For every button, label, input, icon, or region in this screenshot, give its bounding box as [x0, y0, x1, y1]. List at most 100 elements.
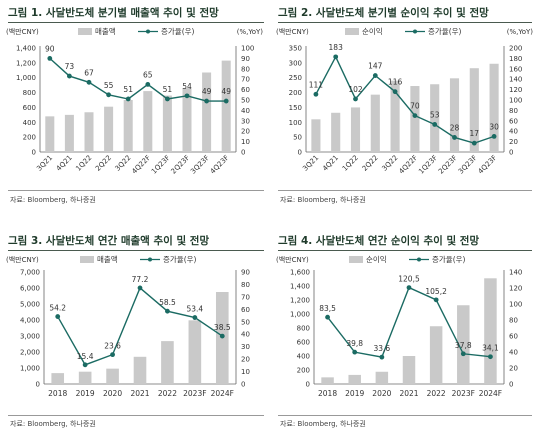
bar [221, 60, 231, 152]
right-tick-label: 140 [509, 269, 522, 277]
left-tick-label: 2,000 [20, 349, 40, 357]
left-tick-label: 200 [23, 134, 36, 142]
x-tick-label: 3Q23F [457, 154, 479, 176]
data-label: 183 [329, 43, 344, 52]
right-tick-label: 0 [509, 149, 513, 157]
bar [123, 100, 133, 152]
bar [51, 373, 65, 384]
legend-line-marker [148, 257, 152, 262]
data-label: 83,5 [319, 304, 336, 313]
legend-bar-label: 매출액 [95, 26, 116, 36]
right-tick-label: 50 [241, 97, 250, 105]
bar [348, 374, 361, 384]
data-label: 28 [450, 123, 460, 132]
legend-bar-label: 매출액 [97, 254, 118, 264]
right-tick-label: 20 [509, 138, 518, 146]
bar [78, 371, 92, 384]
left-tick-label: 350 [289, 45, 302, 53]
legend-bar-swatch [349, 256, 363, 263]
right-tick-label: 20 [241, 128, 250, 136]
source-note: 자료: Bloomberg, 하나증권 [10, 420, 96, 428]
left-tick-label: 1,400 [290, 283, 310, 291]
right-tick-label: 100 [509, 97, 522, 105]
line-point [165, 96, 170, 102]
bar [430, 84, 440, 152]
left-tick-label: 5,000 [20, 301, 40, 309]
right-tick-label: 80 [241, 281, 250, 289]
line-point [379, 354, 385, 360]
bar [410, 86, 420, 152]
left-tick-label: 1,200 [290, 297, 310, 305]
x-tick-label: 2Q22 [361, 154, 380, 173]
bar [133, 356, 147, 384]
data-label: 51 [163, 85, 173, 94]
x-tick-label: 2023F [183, 389, 206, 398]
line-point [488, 354, 493, 360]
legend-bar-swatch [78, 28, 92, 35]
data-label: 70 [410, 102, 420, 111]
left-tick-label: 150 [289, 104, 302, 112]
data-label: 37,8 [455, 341, 472, 350]
right-tick-label: 20 [241, 356, 250, 364]
line-point [412, 113, 418, 118]
legend-bar-label: 순이익 [366, 254, 387, 264]
left-tick-label: 600 [297, 339, 310, 347]
right-tick-label: 200 [509, 45, 522, 53]
left-tick-label: 400 [23, 119, 36, 127]
right-tick-label: 100 [509, 301, 522, 309]
left-tick-label: 0 [32, 149, 36, 157]
data-label: 55 [104, 81, 114, 90]
right-tick-label: 120 [509, 285, 522, 293]
data-label: 30 [489, 122, 499, 131]
line-point [352, 349, 358, 355]
bar [484, 278, 497, 384]
x-tick-label: 2021 [399, 389, 418, 398]
legend-bar-label: 순이익 [362, 26, 383, 36]
line-point [432, 122, 438, 127]
data-label: 15.4 [77, 352, 94, 361]
data-label: 34,1 [482, 344, 499, 353]
data-label: 51 [123, 85, 133, 94]
line-point [406, 285, 412, 290]
data-label: 54 [182, 82, 192, 91]
legend-line-label: 증가율(우) [432, 255, 466, 264]
left-tick-label: 6,000 [20, 285, 40, 293]
data-label: 49 [202, 87, 212, 96]
right-tick-label: 180 [509, 55, 522, 63]
right-tick-label: 80 [241, 65, 250, 73]
bar [188, 320, 202, 384]
right-tick-label: 80 [509, 317, 518, 325]
left-tick-label: 1,600 [290, 269, 310, 277]
left-tick-label: 1,000 [16, 74, 36, 82]
line-point [433, 297, 439, 303]
x-tick-label: 2020 [372, 389, 391, 398]
bar [375, 371, 389, 384]
data-label: 147 [368, 62, 383, 71]
line-point [82, 362, 88, 368]
left-tick-label: 400 [297, 353, 310, 361]
source-divider [278, 190, 532, 191]
series-line [315, 55, 495, 144]
line-point [110, 352, 115, 358]
line-point [353, 96, 358, 102]
left-tick-label: 50 [293, 134, 302, 142]
right-tick-label: 40 [241, 331, 250, 339]
bar [143, 91, 153, 152]
left-axis-unit: (백만CNY) [6, 255, 39, 264]
bar [331, 112, 341, 152]
x-tick-label: 2022 [427, 389, 446, 398]
legend-line-marker [146, 29, 150, 34]
line-point [491, 134, 497, 139]
bar [489, 63, 499, 152]
x-tick-label: 4Q21 [55, 154, 74, 173]
x-tick-label: 2019 [76, 389, 95, 398]
title-divider [8, 22, 264, 23]
line-point [192, 315, 198, 320]
right-tick-label: 20 [509, 365, 518, 373]
data-label: 49 [221, 87, 231, 96]
left-tick-label: 4,000 [20, 317, 40, 325]
right-tick-label: 30 [241, 343, 250, 351]
right-tick-label: 80 [509, 107, 518, 115]
bar [350, 107, 361, 152]
left-tick-label: 800 [23, 89, 36, 97]
